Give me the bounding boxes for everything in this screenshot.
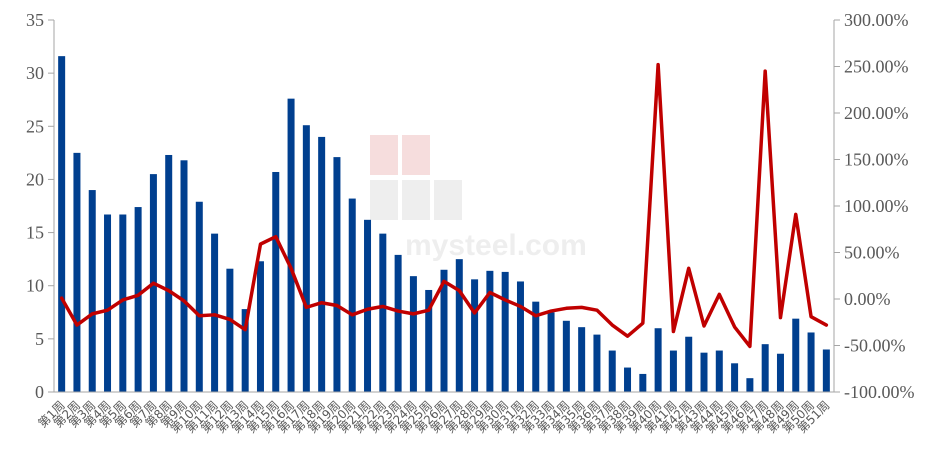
y-right-tick-label: 200.00%: [844, 103, 909, 123]
y-right-tick-label: -50.00%: [844, 336, 906, 356]
bar: [88, 190, 96, 392]
y-left-tick-label: 5: [35, 329, 44, 349]
mysteel-watermark: mysteel.com: [370, 135, 587, 262]
y-axis-left: 0 5 10 15 20 25 30 35: [26, 10, 54, 402]
y-left-tick-label: 35: [26, 10, 44, 30]
bar: [165, 154, 173, 392]
bar: [547, 312, 555, 392]
bar: [624, 367, 632, 392]
bar: [501, 271, 509, 392]
bar: [425, 289, 433, 392]
watermark-text: mysteel.com: [405, 229, 587, 262]
bar: [608, 350, 616, 392]
bar: [746, 378, 754, 392]
y-left-tick-label: 15: [26, 223, 44, 243]
bar: [394, 254, 402, 392]
bar: [792, 318, 800, 392]
bar: [364, 219, 372, 392]
y-right-tick-label: 100.00%: [844, 196, 909, 216]
y-right-tick-label: 0.00%: [844, 289, 891, 309]
y-left-tick-label: 20: [26, 169, 44, 189]
bar-series: [58, 56, 830, 393]
bar: [715, 350, 723, 392]
bar: [195, 201, 203, 392]
y-right-tick-label: 250.00%: [844, 57, 909, 77]
x-axis: 第1周第2周第3周第4周第5周第6周第7周第8周第9周第10周第11周第12周第…: [35, 398, 832, 436]
bar: [776, 353, 784, 392]
y-right-tick-label: -100.00%: [844, 382, 915, 402]
bar: [287, 98, 295, 393]
y-left-tick-label: 30: [26, 63, 44, 83]
bar: [409, 276, 417, 392]
bar: [761, 344, 769, 392]
bar: [700, 352, 708, 392]
bar: [455, 259, 463, 392]
bar: [562, 320, 570, 392]
bar: [348, 198, 356, 392]
bar: [440, 269, 448, 392]
bar: [104, 214, 112, 392]
bar: [73, 152, 81, 392]
y-right-tick-label: 50.00%: [844, 243, 900, 263]
bar: [211, 233, 219, 392]
bar: [578, 327, 586, 392]
bar: [654, 328, 662, 392]
bar: [256, 261, 264, 392]
bar: [639, 373, 647, 392]
bar: [226, 268, 234, 392]
bar: [822, 349, 830, 392]
bar: [302, 125, 310, 392]
bar: [593, 334, 601, 392]
y-axis-right: -100.00% -50.00% 0.00% 50.00% 100.00% 150.00%…: [834, 10, 915, 402]
bar: [180, 160, 188, 392]
bar: [379, 233, 387, 392]
bar: [134, 207, 142, 392]
y-right-tick-label: 150.00%: [844, 150, 909, 170]
bar: [318, 136, 326, 392]
bar: [731, 363, 739, 392]
y-right-tick-label: 300.00%: [844, 10, 909, 30]
bar: [272, 171, 280, 392]
bar: [333, 157, 341, 392]
y-left-tick-label: 0: [35, 382, 44, 402]
y-left-tick-label: 10: [26, 276, 44, 296]
bar: [807, 332, 815, 392]
bar: [58, 56, 66, 392]
bar: [486, 270, 494, 392]
bar: [241, 309, 249, 392]
bar: [119, 214, 127, 392]
bar: [669, 350, 677, 392]
bar: [532, 301, 540, 392]
bar: [471, 279, 479, 392]
bar: [685, 336, 693, 392]
y-left-tick-label: 25: [26, 116, 44, 136]
line-series: [59, 62, 829, 349]
bar: [516, 281, 524, 392]
